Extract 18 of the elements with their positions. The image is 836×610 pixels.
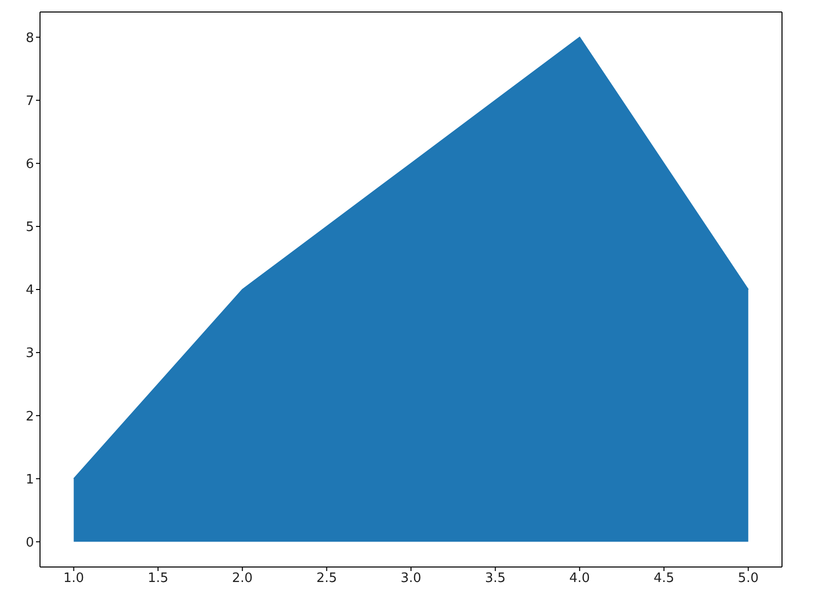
x-tick-label: 1.5 xyxy=(148,571,168,586)
y-tick-label: 2 xyxy=(26,409,34,424)
y-tick-label: 5 xyxy=(26,220,34,236)
x-tick-label: 3.0 xyxy=(400,571,422,586)
y-tick-label: 0 xyxy=(26,535,34,550)
y-tick-label: 3 xyxy=(26,346,34,362)
y-tick-label: 1 xyxy=(26,472,34,488)
x-tick-label: 4.5 xyxy=(654,571,674,586)
y-tick-label: 6 xyxy=(26,156,34,172)
y-tick-label: 7 xyxy=(26,94,34,109)
y-tick-label: 8 xyxy=(26,30,34,46)
y-tick-label: 4 xyxy=(26,283,34,298)
x-tick-label: 3.5 xyxy=(484,571,506,586)
x-tick-label: 2.0 xyxy=(232,571,253,586)
x-tick-label: 1.0 xyxy=(63,571,84,586)
x-tick-label: 4.0 xyxy=(569,571,590,586)
x-tick-label: 5.0 xyxy=(738,571,759,586)
x-tick-label: 2.5 xyxy=(316,571,338,586)
